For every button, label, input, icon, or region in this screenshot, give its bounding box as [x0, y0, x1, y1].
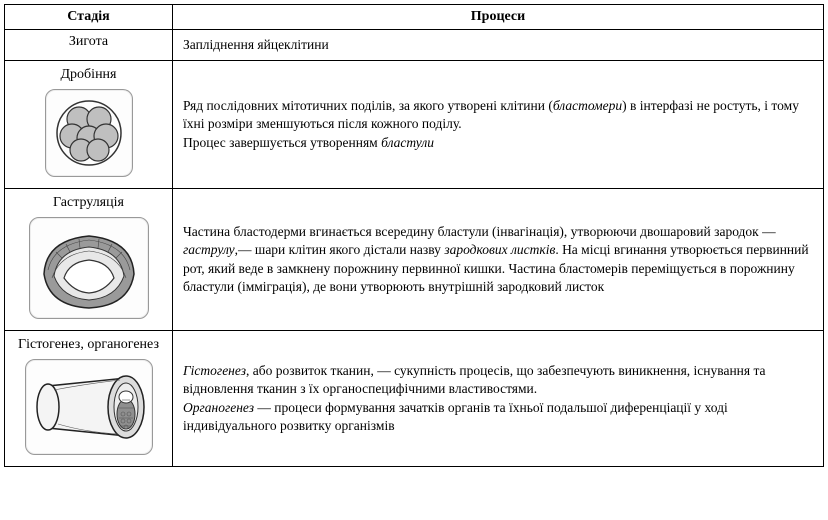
figure-frame — [29, 217, 149, 319]
stage-label: Зигота — [15, 34, 162, 50]
stage-cell-cleavage: Дробіння — [5, 61, 173, 189]
process-cell-gastrula: Частина бластодерми вгинається всередину… — [173, 189, 824, 331]
stage-label: Гаструляція — [15, 195, 162, 211]
organogenesis-icon — [30, 364, 148, 450]
embryogenesis-stages-table: Стадія Процеси Зигота Запліднення яйцекл… — [4, 4, 824, 467]
process-cell-cleavage: Ряд послідовних мітотичних поділів, за я… — [173, 61, 824, 189]
header-stage: Стадія — [5, 5, 173, 30]
stage-label: Гістогенез, органогенез — [15, 337, 162, 353]
process-cell-zygote: Запліднення яйцеклітини — [173, 30, 824, 61]
figure-frame — [45, 89, 133, 177]
stage-label: Дробіння — [15, 67, 162, 83]
figure-frame — [25, 359, 153, 455]
gastrula-icon — [34, 222, 144, 314]
stage-cell-zygote: Зигота — [5, 30, 173, 61]
table-row: Гістогенез, органогенез — [5, 331, 824, 467]
table-header-row: Стадія Процеси — [5, 5, 824, 30]
stage-cell-organogenesis: Гістогенез, органогенез — [5, 331, 173, 467]
table-row: Гаструляція — [5, 189, 824, 331]
table-row: Дробіння — [5, 61, 824, 189]
process-cell-organogenesis: Гістогенез, або розвиток тканин, — сукуп… — [173, 331, 824, 467]
stage-cell-gastrula: Гаструляція — [5, 189, 173, 331]
cleavage-icon — [50, 94, 128, 172]
header-process: Процеси — [173, 5, 824, 30]
table-row: Зигота Запліднення яйцеклітини — [5, 30, 824, 61]
